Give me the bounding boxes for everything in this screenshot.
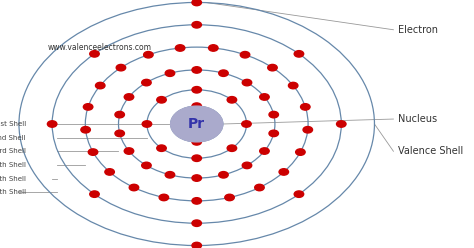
Ellipse shape xyxy=(294,191,304,197)
Ellipse shape xyxy=(192,103,201,109)
Ellipse shape xyxy=(260,148,269,154)
Ellipse shape xyxy=(105,169,114,175)
Ellipse shape xyxy=(225,194,234,201)
Ellipse shape xyxy=(242,79,252,86)
Text: Nucleus: Nucleus xyxy=(398,114,438,124)
Ellipse shape xyxy=(260,94,269,100)
Ellipse shape xyxy=(124,94,134,100)
Ellipse shape xyxy=(227,96,237,103)
Ellipse shape xyxy=(116,64,126,71)
Ellipse shape xyxy=(289,82,298,89)
Ellipse shape xyxy=(192,87,201,93)
Ellipse shape xyxy=(192,198,201,204)
Ellipse shape xyxy=(192,220,201,226)
Ellipse shape xyxy=(269,130,278,137)
Ellipse shape xyxy=(192,67,201,73)
Ellipse shape xyxy=(279,169,289,175)
Ellipse shape xyxy=(129,184,139,191)
Ellipse shape xyxy=(88,149,98,155)
Ellipse shape xyxy=(115,111,125,118)
Text: Valence Shell: Valence Shell xyxy=(398,146,464,156)
Ellipse shape xyxy=(209,45,218,51)
Ellipse shape xyxy=(301,104,310,110)
Ellipse shape xyxy=(192,175,201,181)
Text: www.valenceelectrons.com: www.valenceelectrons.com xyxy=(47,43,152,52)
Ellipse shape xyxy=(142,121,152,127)
Ellipse shape xyxy=(219,70,228,76)
Ellipse shape xyxy=(269,111,278,118)
Ellipse shape xyxy=(159,194,169,201)
Ellipse shape xyxy=(192,22,201,28)
Ellipse shape xyxy=(47,121,57,127)
Text: 1st Shell: 1st Shell xyxy=(0,121,26,127)
Text: 2nd Shell: 2nd Shell xyxy=(0,135,26,141)
Text: 5th Shell: 5th Shell xyxy=(0,176,26,182)
Ellipse shape xyxy=(192,242,201,248)
Text: 6th Shell: 6th Shell xyxy=(0,189,26,195)
Ellipse shape xyxy=(296,149,305,155)
Ellipse shape xyxy=(192,139,201,145)
Ellipse shape xyxy=(294,51,304,57)
Ellipse shape xyxy=(242,162,252,169)
Text: 4th Shell: 4th Shell xyxy=(0,162,26,168)
Ellipse shape xyxy=(192,0,201,6)
Ellipse shape xyxy=(337,121,346,127)
Ellipse shape xyxy=(165,70,175,76)
Ellipse shape xyxy=(242,121,251,127)
Ellipse shape xyxy=(219,172,228,178)
Ellipse shape xyxy=(157,145,166,152)
Ellipse shape xyxy=(144,52,153,58)
Ellipse shape xyxy=(303,126,312,133)
Text: Electron: Electron xyxy=(398,25,438,35)
Ellipse shape xyxy=(192,155,201,161)
Ellipse shape xyxy=(268,64,277,71)
Ellipse shape xyxy=(142,79,151,86)
Ellipse shape xyxy=(165,172,175,178)
Text: 3rd Shell: 3rd Shell xyxy=(0,148,26,154)
Ellipse shape xyxy=(240,52,250,58)
Ellipse shape xyxy=(171,106,223,142)
Ellipse shape xyxy=(142,162,151,169)
Text: Pr: Pr xyxy=(188,117,205,131)
Ellipse shape xyxy=(157,96,166,103)
Ellipse shape xyxy=(90,191,99,197)
Ellipse shape xyxy=(115,130,125,137)
Ellipse shape xyxy=(175,45,185,51)
Ellipse shape xyxy=(81,126,91,133)
Ellipse shape xyxy=(124,148,134,154)
Ellipse shape xyxy=(90,51,99,57)
Ellipse shape xyxy=(255,184,264,191)
Ellipse shape xyxy=(83,104,93,110)
Ellipse shape xyxy=(95,82,105,89)
Ellipse shape xyxy=(227,145,237,152)
